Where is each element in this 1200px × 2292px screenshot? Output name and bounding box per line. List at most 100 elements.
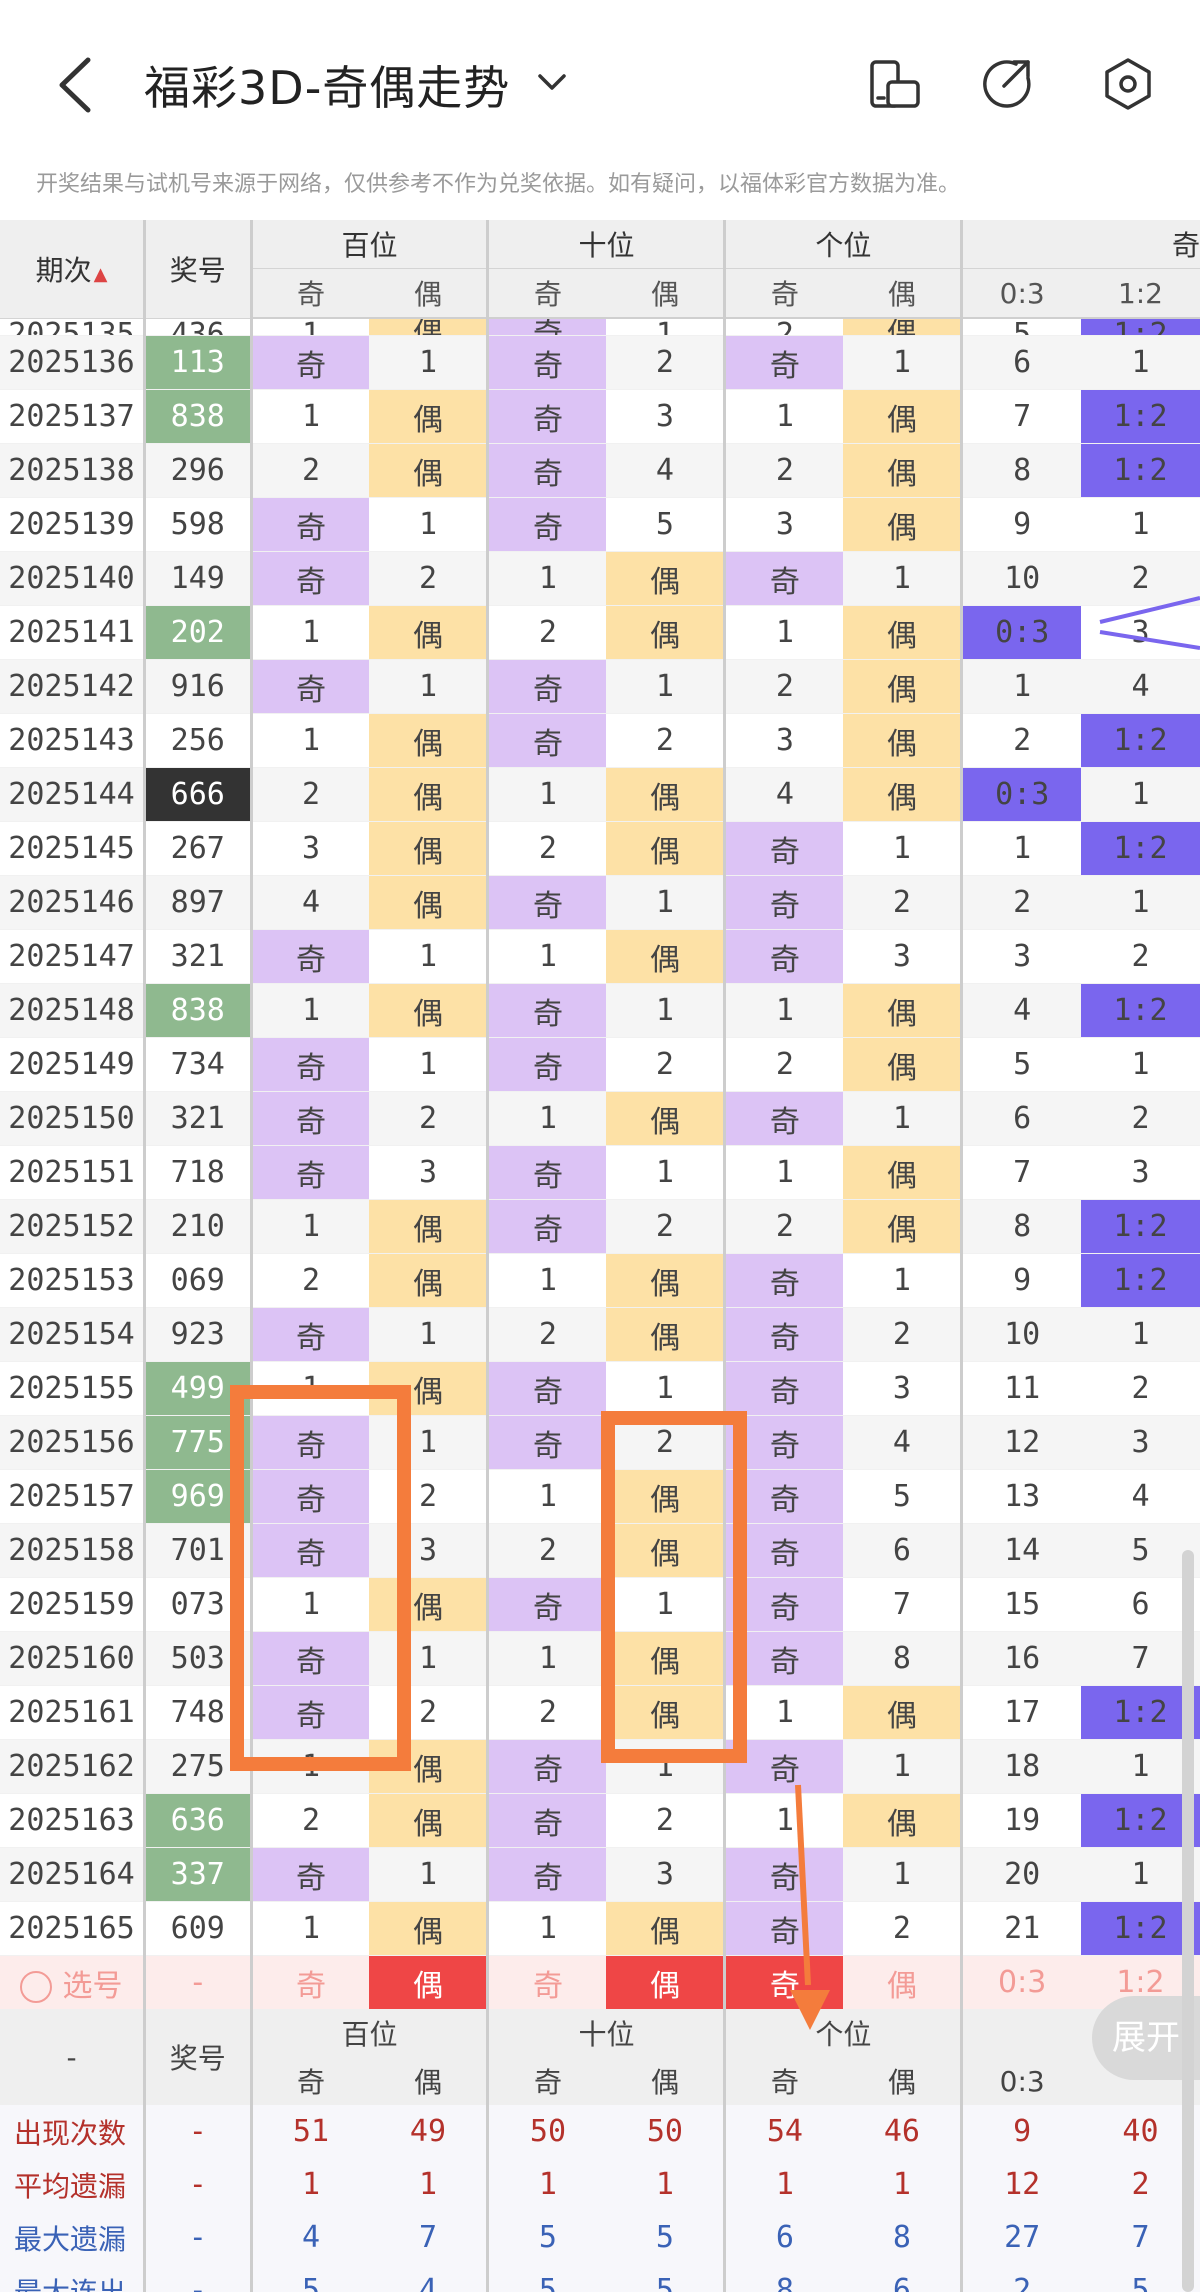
tens-odd-cell: 奇 — [487, 497, 607, 552]
issue-cell: 2025138 — [0, 443, 146, 498]
hundreds-odd-cell: 2 — [251, 767, 370, 822]
ratio-a-cell: 0:3 — [961, 605, 1081, 660]
summary-value: 49 — [369, 2105, 490, 2158]
units-odd-cell: 1 — [724, 983, 844, 1038]
units-odd-cell: 2 — [724, 1199, 844, 1254]
summary-value: 5 — [251, 2264, 370, 2292]
sub-odd: 奇 — [487, 268, 607, 319]
hundreds-odd-cell: 2 — [251, 1793, 370, 1848]
tens-odd-cell: 奇 — [487, 875, 607, 930]
tens-odd-cell: 奇 — [487, 1415, 607, 1470]
units-even-cell: 偶 — [843, 713, 964, 768]
ratio-b-cell: 1 — [1080, 335, 1200, 390]
winning-number-cell: 210 — [144, 1199, 253, 1254]
ratio-a-cell: 2 — [961, 875, 1081, 930]
table-row: 2025160 503 奇 1 1 偶奇 8 16 7 — [0, 1631, 1200, 1686]
sub-odd: 奇 — [251, 268, 370, 319]
winning-number-cell: 113 — [144, 335, 253, 390]
sort-icon[interactable]: ▲ — [93, 263, 108, 285]
winning-number-cell: 069 — [144, 1253, 253, 1308]
winning-number-cell: 296 — [144, 443, 253, 498]
radio-circle-icon[interactable] — [20, 1971, 53, 2003]
ratio-a-cell: 7 — [961, 1145, 1081, 1200]
pick-cell[interactable]: 0:3 — [961, 1955, 1081, 2009]
ratio-a-cell: 13 — [961, 1469, 1081, 1524]
table-row: 2025142 916 奇 1 奇 1 2 偶 1 4 — [0, 659, 1200, 714]
summary-label: 平均遗漏 — [0, 2158, 146, 2211]
ratio-a-cell: 16 — [961, 1631, 1081, 1686]
ratio-a-cell: 3 — [961, 929, 1081, 984]
tens-header: 十位 — [487, 2009, 727, 2057]
tens-even-cell: 1 — [606, 1739, 727, 1794]
ratio-b-cell: 1:2 — [1080, 443, 1200, 498]
hundreds-odd-cell: 1 — [251, 713, 370, 768]
chevron-down-icon[interactable] — [532, 62, 572, 102]
ratio-a-cell: 9 — [961, 497, 1081, 552]
table-row: 2025149 734 奇 1 奇 2 2 偶 5 1 — [0, 1037, 1200, 1092]
summary-value: 4 — [251, 2211, 370, 2264]
issue-cell: 2025154 — [0, 1307, 146, 1362]
units-odd-cell: 1 — [724, 1793, 844, 1848]
units-even-cell: 偶 — [843, 983, 964, 1038]
pick-number-button[interactable]: 选号 — [0, 1955, 146, 2009]
pick-cell[interactable]: 奇 — [724, 1955, 844, 2009]
hundreds-odd-cell: 1 — [251, 1739, 370, 1794]
pick-cell[interactable]: 偶 — [369, 1955, 490, 2009]
units-odd-cell: 2 — [724, 443, 844, 498]
pick-cell[interactable]: 偶 — [606, 1955, 727, 2009]
summary-value: 5 — [487, 2211, 607, 2264]
tens-even-cell: 1 — [606, 1145, 727, 1200]
hundreds-even-cell: 1 — [369, 929, 490, 984]
winning-number-cell: 701 — [144, 1523, 253, 1578]
ratio-b-cell: 1 — [1080, 875, 1200, 930]
hundreds-odd-cell: 2 — [251, 1253, 370, 1308]
summary-label: 最大连出 — [0, 2264, 146, 2292]
hundreds-even-cell: 1 — [369, 1037, 490, 1092]
ratio-b-cell: 1:2 — [1080, 1685, 1200, 1740]
issue-cell: 2025158 — [0, 1523, 146, 1578]
winning-number-cell: 598 — [144, 497, 253, 552]
units-even-cell: 偶 — [843, 389, 964, 444]
ratio-a-cell: 18 — [961, 1739, 1081, 1794]
summary-label: 出现次数 — [0, 2105, 146, 2158]
settings-icon[interactable] — [1098, 54, 1158, 114]
share-icon[interactable] — [976, 54, 1036, 114]
page-title[interactable]: 福彩3D-奇偶走势 — [144, 61, 511, 115]
rotate-screen-icon[interactable] — [862, 54, 922, 114]
tens-odd-cell: 2 — [487, 1523, 607, 1578]
units-odd-cell: 奇 — [724, 1091, 844, 1146]
units-even-cell: 7 — [843, 1577, 964, 1632]
units-odd-cell: 奇 — [724, 335, 844, 390]
table-row: 2025152 210 1 偶奇 2 2 偶 8 1:2 — [0, 1199, 1200, 1254]
tens-odd-cell: 奇 — [487, 335, 607, 390]
pick-cell[interactable]: 奇 — [487, 1955, 607, 2009]
pick-cell[interactable]: 奇 — [251, 1955, 370, 2009]
issue-header[interactable]: 期次 ▲ — [0, 220, 146, 319]
table-row: 2025153 069 2 偶 1 偶奇 1 9 1:2 — [0, 1253, 1200, 1308]
hundreds-even-cell: 1 — [369, 1847, 490, 1902]
table-row: 2025140 149 奇 2 1 偶奇 1 10 2 — [0, 551, 1200, 606]
units-even-cell: 偶 — [843, 1793, 964, 1848]
summary-value: 1 — [843, 2158, 964, 2211]
units-odd-cell: 奇 — [724, 1415, 844, 1470]
hundreds-odd-cell: 奇 — [251, 1685, 370, 1740]
winning-number-cell: 666 — [144, 767, 253, 822]
back-arrow-icon[interactable] — [48, 50, 108, 120]
units-even-cell: 偶 — [843, 1037, 964, 1092]
ratio-a-cell: 14 — [961, 1523, 1081, 1578]
ratio-b-cell: 1:2 — [1080, 318, 1200, 336]
issue-cell: 2025149 — [0, 1037, 146, 1092]
summary-value: 8 — [724, 2264, 844, 2292]
summary-value: 12 — [961, 2158, 1081, 2211]
ratio-a-cell: 4 — [961, 983, 1081, 1038]
hundreds-even-cell: 偶 — [369, 443, 490, 498]
scrollbar[interactable] — [1182, 1550, 1194, 2292]
summary-value: 5 — [606, 2264, 727, 2292]
hundreds-odd-cell: 奇 — [251, 1631, 370, 1686]
summary-value: 40 — [1080, 2105, 1200, 2158]
hundreds-even-cell: 1 — [369, 335, 490, 390]
pick-cell[interactable]: 偶 — [843, 1955, 964, 2009]
units-odd-cell: 2 — [724, 659, 844, 714]
issue-cell: 2025142 — [0, 659, 146, 714]
tens-odd-cell: 奇 — [487, 659, 607, 714]
